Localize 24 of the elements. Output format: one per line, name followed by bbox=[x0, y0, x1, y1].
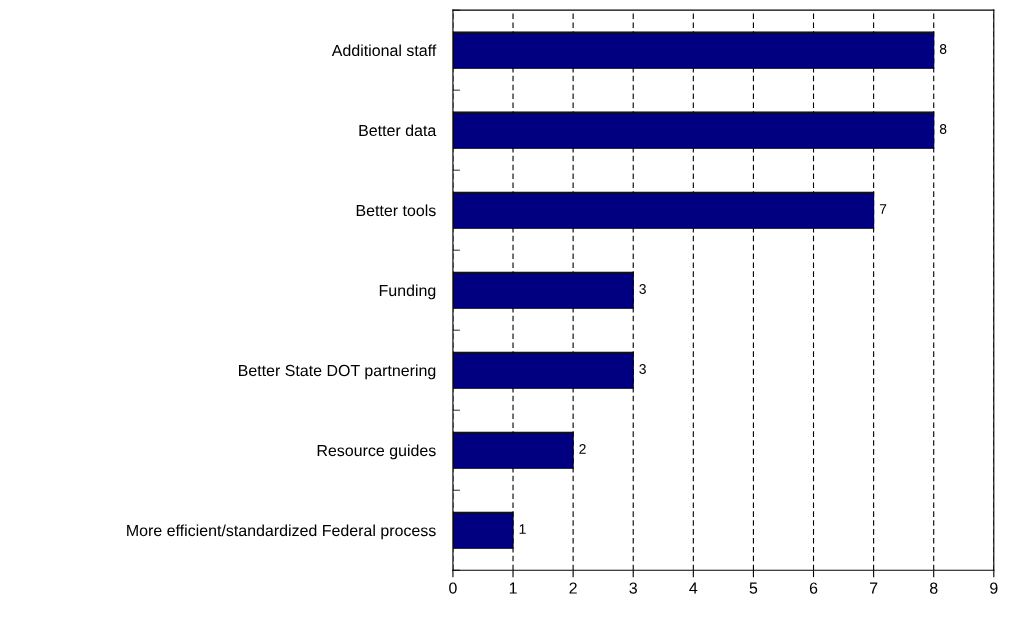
x-tick-label: 1 bbox=[509, 582, 517, 594]
x-tick-label: 5 bbox=[749, 582, 758, 594]
x-tick-label: 8 bbox=[929, 582, 938, 594]
y-tick-label: Better data bbox=[359, 124, 437, 137]
data-label: 7 bbox=[879, 204, 887, 214]
data-label: 8 bbox=[939, 44, 947, 54]
data-label: 3 bbox=[639, 364, 646, 374]
x-tick-label: 4 bbox=[689, 582, 698, 594]
y-tick-label: Additional staff bbox=[331, 44, 437, 57]
x-tick-label: 3 bbox=[629, 582, 637, 594]
y-tick-label: More efficient/standardized Federal process bbox=[127, 524, 436, 540]
data-label: 8 bbox=[939, 124, 947, 134]
x-tick-label: 0 bbox=[449, 582, 457, 594]
y-tick-label: Funding bbox=[379, 284, 436, 300]
x-tick-label: 7 bbox=[869, 582, 878, 594]
data-label: 1 bbox=[519, 524, 526, 534]
x-tick-label: 2 bbox=[569, 582, 577, 594]
y-tick-label: Resource guides bbox=[317, 444, 436, 460]
data-label: 2 bbox=[579, 444, 586, 454]
y-tick-label: Better tools bbox=[356, 204, 436, 217]
x-tick-label: 9 bbox=[990, 582, 998, 594]
x-tick-label: 6 bbox=[809, 582, 818, 594]
y-tick-label: Better State DOT partnering bbox=[239, 364, 436, 380]
data-label: 3 bbox=[639, 284, 646, 294]
